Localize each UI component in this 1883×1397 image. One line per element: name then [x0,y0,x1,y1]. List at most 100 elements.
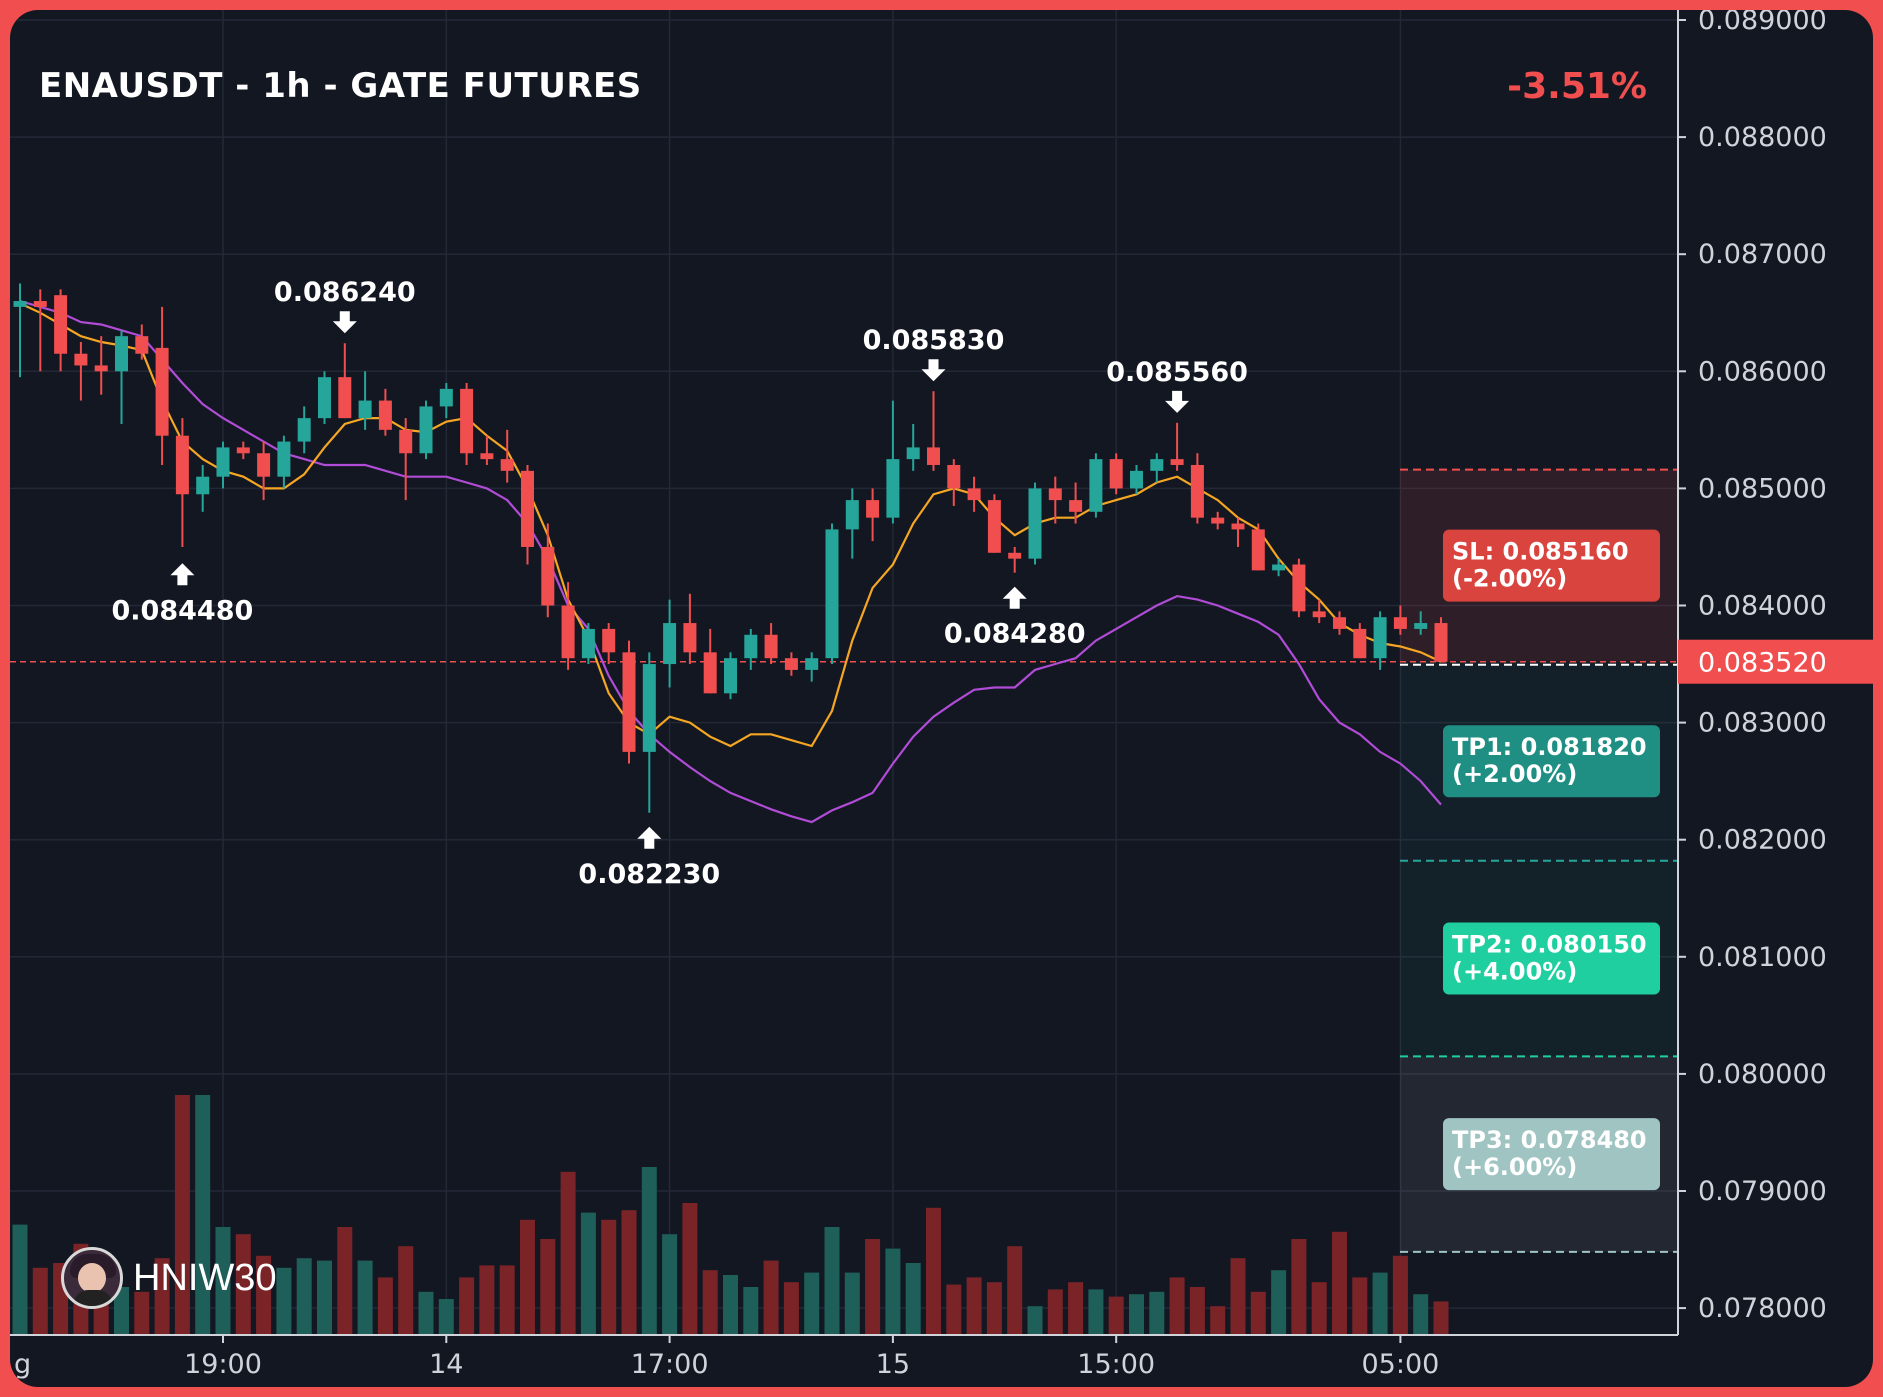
level-box-bg [1443,725,1660,798]
volume-bar [215,1227,231,1335]
candle [886,400,900,524]
y-tick-label: 0.086000 [1698,356,1827,387]
volume-bar [459,1277,475,1335]
candle [744,628,758,670]
candle [1069,482,1083,524]
candle [541,523,555,618]
avatar [61,1247,123,1309]
candle [663,599,677,688]
candle-body [74,353,88,366]
volume-bar [1129,1294,1144,1335]
price-chart[interactable]: 0.084480 0.086240 0.082230 0.085830 0.084280… [10,10,1873,1387]
volume-bar [256,1255,272,1335]
volume-bar [1007,1246,1023,1335]
candle [318,371,331,424]
candle-body [987,500,1001,553]
x-tick-label: 14 [429,1349,463,1380]
level-box-title: TP2: 0.080150 [1452,931,1647,959]
candle-body [358,400,372,419]
volume-bar [479,1265,495,1335]
arrow-up-icon [1002,586,1027,609]
y-tick-label: 0.084000 [1698,591,1827,622]
candle-body [845,500,859,530]
candle-body [480,453,494,460]
candle-body [1393,617,1407,629]
volume-bar [398,1246,414,1335]
candle [1393,605,1407,635]
candle [1008,546,1022,573]
arrow-down-icon [921,359,946,382]
candle-body [866,500,880,518]
candle-body [1272,564,1286,571]
candle-body [1028,488,1042,559]
annotation-low: 0.082230 [578,826,720,890]
level-box-title: SL: 0.085160 [1452,538,1629,566]
volume-bar [641,1167,657,1335]
candle-body [216,447,230,477]
annotation-high: 0.085830 [863,325,1004,382]
candle [602,623,616,665]
candle-body [927,447,940,465]
candle-body [967,488,981,501]
candle [561,582,575,670]
candle [135,324,149,360]
level-box-bg [1443,922,1660,995]
volume-bar [1047,1289,1063,1335]
candle-body [399,429,413,454]
candle [1414,611,1428,635]
volume-bar [1068,1282,1084,1335]
candle [54,289,68,372]
candle-body [561,605,575,659]
annotation-label: 0.085560 [1106,357,1248,388]
candle [500,429,514,483]
candle-body [196,476,210,495]
volume-bar [702,1270,718,1335]
y-tick-label: 0.083000 [1698,708,1827,739]
volume-bar [885,1248,901,1335]
x-tick-label: 15:00 [1077,1349,1155,1380]
volume-bar [783,1282,799,1335]
level-box-percent: (+4.00%) [1452,958,1577,986]
level-box-tp2: TP2: 0.080150(+4.00%) [1443,922,1660,995]
volume-bar [763,1260,779,1335]
candle [1048,476,1062,524]
candle [1150,453,1164,483]
volume-bar [1088,1289,1104,1335]
candle [33,289,47,372]
grid [10,10,1678,1335]
level-box-sl: SL: 0.085160(-2.00%) [1443,529,1660,602]
candle-body [378,400,392,430]
volume-bar [905,1263,921,1335]
candle-body [805,658,819,670]
candle-body [683,623,697,653]
annotation-low: 0.084480 [112,563,253,626]
arrow-up-icon [637,826,662,849]
candle-body [1292,564,1306,612]
current-price-label: 0.083520 [1698,648,1827,679]
volume-bar [1149,1291,1165,1335]
volume-bar [1413,1294,1429,1335]
volume-bar [580,1212,596,1335]
price-change: -3.51% [1507,66,1647,107]
volume-bar [1210,1306,1226,1335]
candle [297,406,311,454]
y-tick-label: 0.081000 [1698,942,1827,973]
level-box-tp1: TP1: 0.081820(+2.00%) [1443,725,1660,798]
level-box-percent: (+2.00%) [1452,760,1577,788]
candle [1333,611,1346,635]
candle [175,418,189,547]
volume-bar [154,1258,170,1335]
candle-body [257,453,271,477]
candle [13,283,27,378]
annotation-high: 0.085560 [1106,357,1248,413]
volume-bar [1250,1291,1266,1335]
level-box-title: TP3: 0.078480 [1452,1126,1647,1154]
chart-title: ENAUSDT - 1h - GATE FUTURES [39,66,642,106]
candle-body [1109,459,1123,489]
candle [1251,523,1265,571]
candle-body [1211,517,1225,524]
candle-body [175,435,189,495]
candle [1231,517,1245,547]
watermark: HNIW30 [61,1247,277,1309]
volume-bar [804,1272,820,1335]
